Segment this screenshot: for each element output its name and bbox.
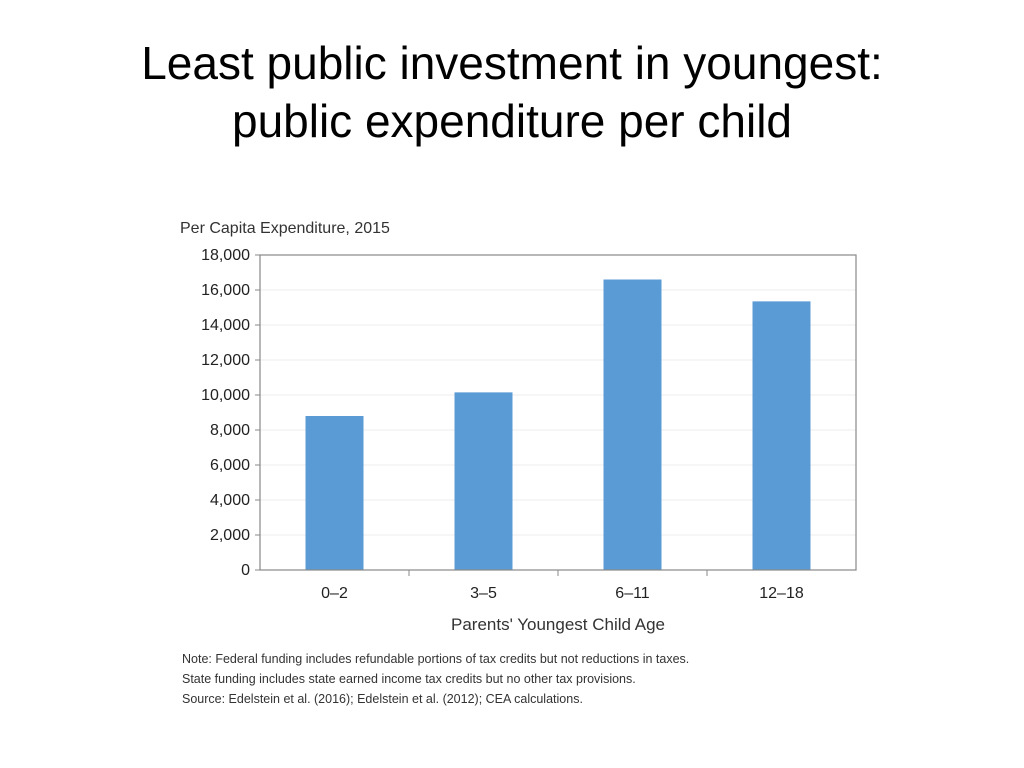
y-tick-label: 0	[241, 562, 250, 579]
y-tick-label: 2,000	[210, 527, 250, 544]
slide-title-line-2: public expenditure per child	[231, 95, 793, 147]
bar-1	[305, 416, 364, 570]
x-tick-label: 0–2	[321, 585, 348, 602]
y-tick-label: 12,000	[201, 352, 250, 369]
chart-title: Per Capita Expenditure, 2015	[180, 220, 390, 237]
bar-2	[454, 392, 513, 570]
y-tick-label: 10,000	[201, 387, 250, 404]
x-tick-label: 12–18	[759, 585, 804, 602]
bar-4	[752, 301, 811, 570]
y-tick-label: 4,000	[210, 492, 250, 509]
chart-notes: Note: Federal funding includes refundabl…	[182, 649, 872, 709]
slide-title-line-1: Least public investment in youngest:	[141, 37, 883, 89]
x-tick-label: 3–5	[470, 585, 497, 602]
bar-chart: Per Capita Expenditure, 2015 0 2,000 4,000…	[170, 212, 870, 712]
x-axis-label: Parents' Youngest Child Age	[451, 615, 665, 634]
y-tick-label: 16,000	[201, 282, 250, 299]
y-tick-label: 18,000	[201, 247, 250, 264]
chart-note-1: Note: Federal funding includes refundabl…	[182, 652, 690, 666]
y-tick-label: 8,000	[210, 422, 250, 439]
bar-3	[603, 279, 662, 570]
y-tick-label: 14,000	[201, 317, 250, 334]
y-tick-label: 6,000	[210, 457, 250, 474]
chart-note-3: Source: Edelstein et al. (2016); Edelste…	[182, 692, 583, 706]
chart-note-2: State funding includes state earned inco…	[182, 672, 636, 686]
slide-title: Least public investment in youngest: pub…	[0, 34, 1024, 150]
x-tick-label: 6–11	[615, 585, 650, 602]
chart-plot: 0 2,000 4,000 6,000 8,000 10,000 12,000 14,000 1…	[201, 247, 857, 634]
